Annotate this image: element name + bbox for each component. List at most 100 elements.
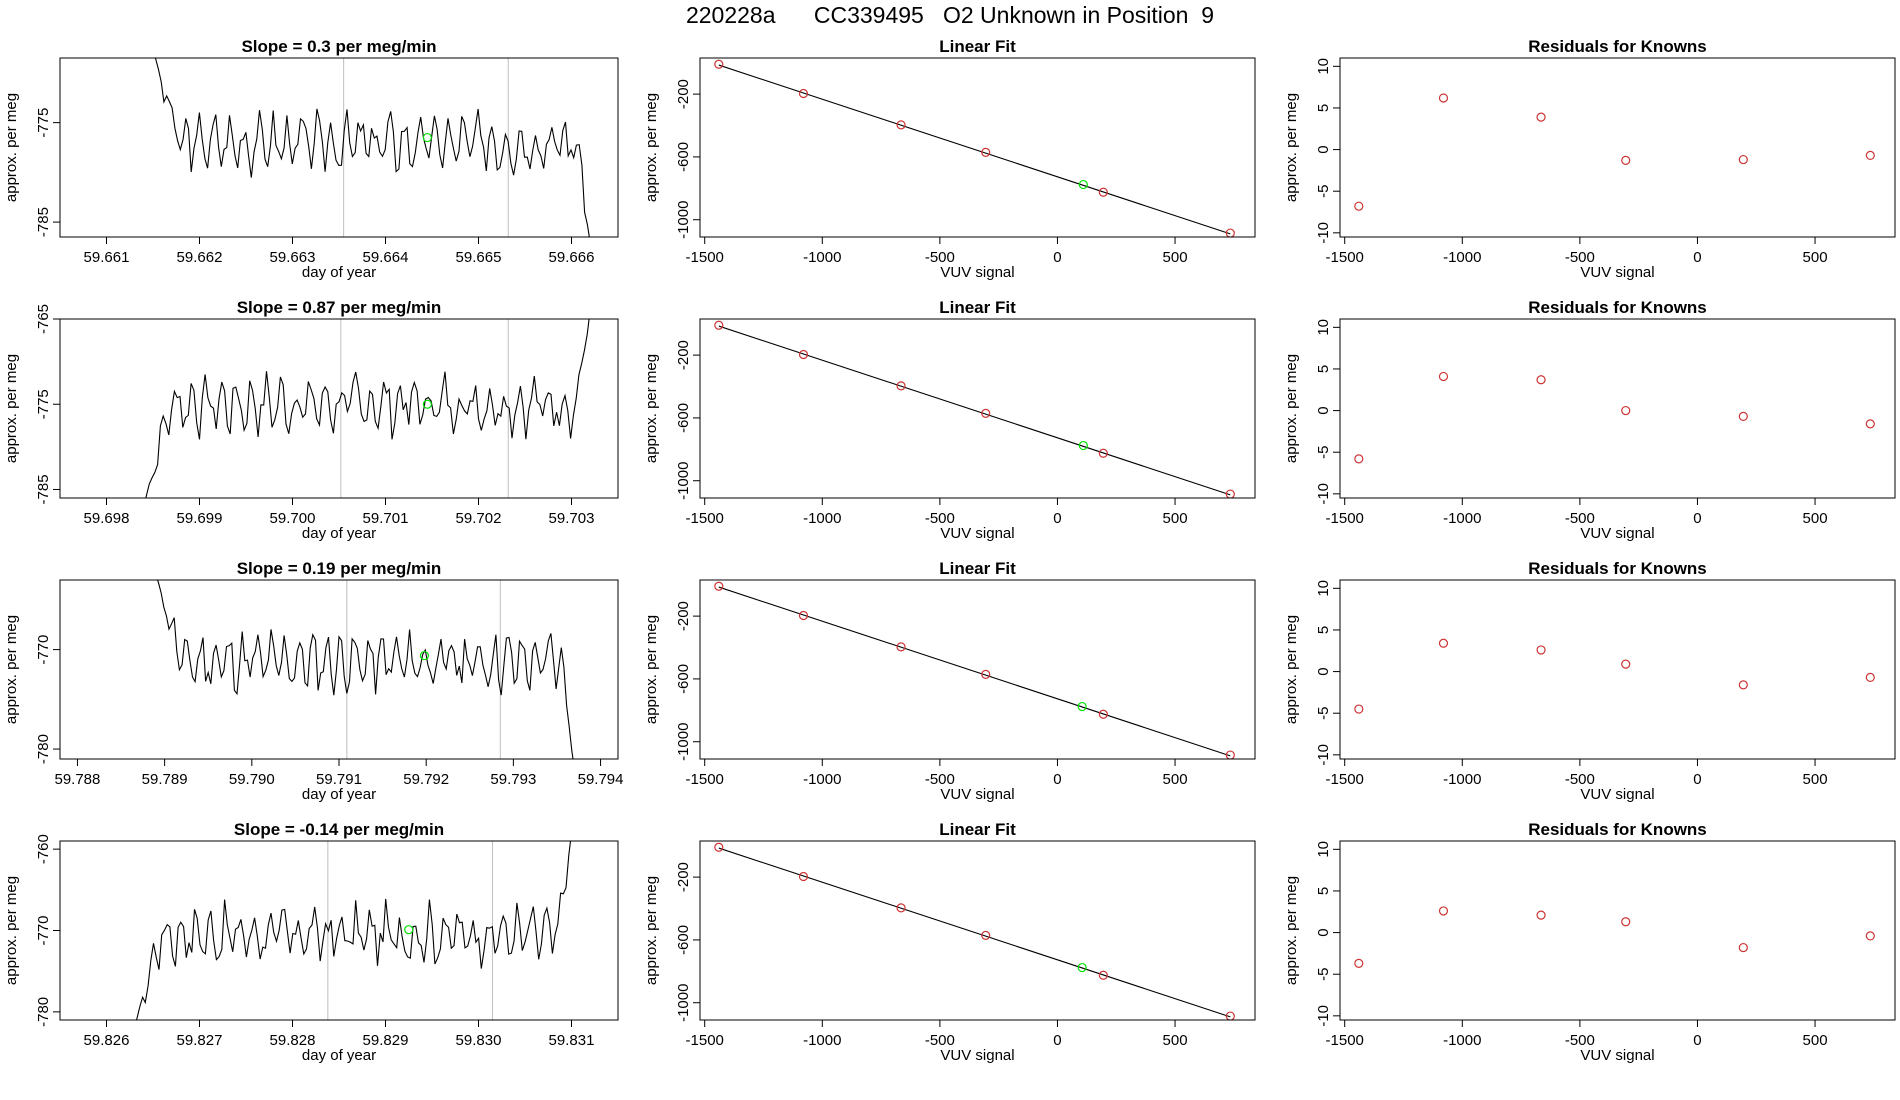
x-tick-label: 59.664 <box>363 249 409 266</box>
x-axis-label: VUV signal <box>940 264 1014 281</box>
y-tick-label: -770 <box>35 915 52 945</box>
residual-point <box>1621 405 1631 416</box>
panel-title: Residuals for Knowns <box>1528 559 1707 578</box>
panel-residuals-row3: Residuals for Knowns -1500 -1000 -500 0 500 VU… <box>1283 559 1896 803</box>
y-axis-label: approx. per meg <box>1283 354 1300 463</box>
x-tick-label: -1000 <box>1443 1032 1481 1049</box>
known-point <box>714 320 724 330</box>
y-tick-label: -600 <box>675 403 692 433</box>
x-axis-label: VUV signal <box>1580 786 1654 803</box>
y-tick-label: -200 <box>675 862 692 892</box>
x-tick-label: 0 <box>1693 510 1701 527</box>
known-point <box>1098 709 1108 719</box>
y-tick-label: -775 <box>35 108 52 138</box>
known-point <box>714 59 724 69</box>
x-tick-label: 59.701 <box>363 510 409 527</box>
residual-point <box>1738 411 1748 422</box>
panel-title: Slope = 0.87 per meg/min <box>237 298 442 317</box>
plot-frame <box>59 318 619 499</box>
plot-frame <box>1339 840 1896 1021</box>
panel-timeseries-row4: Slope = -0.14 per meg/min 59.826 59.827 59.… <box>3 820 619 1064</box>
y-axis-label: approx. per meg <box>1283 876 1300 985</box>
plot-frame <box>1339 318 1896 499</box>
y-tick-label: 5 <box>1315 365 1332 373</box>
known-point <box>1225 1011 1235 1020</box>
x-tick-label: -1500 <box>1326 771 1364 788</box>
y-tick-label: -1000 <box>675 984 692 1022</box>
x-tick-label: 59.829 <box>363 1032 409 1049</box>
residual-point <box>1438 638 1449 648</box>
y-tick-label: -5 <box>1315 185 1332 198</box>
residual-point <box>1438 371 1449 382</box>
fit-line <box>718 325 1231 496</box>
x-tick-label: 59.661 <box>84 249 130 266</box>
plot-frame <box>699 579 1256 760</box>
known-point <box>896 903 906 913</box>
panel-timeseries-row2: Slope = 0.87 per meg/min 59.698 59.699 59.7… <box>3 298 619 542</box>
plot-area <box>156 580 574 759</box>
panel-title: Slope = -0.14 per meg/min <box>234 820 444 839</box>
fit-line <box>718 64 1231 235</box>
x-tick-label: 59.788 <box>54 771 100 788</box>
plot-frame <box>699 318 1256 499</box>
residual-point <box>1865 672 1875 683</box>
y-tick-label: 10 <box>1315 58 1332 75</box>
y-tick-label: -785 <box>35 207 52 237</box>
y-axis-label: approx. per meg <box>3 876 20 985</box>
y-tick-label: -10 <box>1315 744 1332 766</box>
panel-linear_fit-row4: Linear Fit -1500 -1000 -500 0 500 VUV signal -1… <box>643 820 1256 1064</box>
plot-area <box>1354 638 1875 714</box>
x-tick-label: 0 <box>1053 771 1061 788</box>
known-point <box>714 842 724 852</box>
y-tick-label: -5 <box>1315 446 1332 459</box>
y-tick-label: 0 <box>1315 928 1332 936</box>
plot-area <box>1354 93 1875 211</box>
residual-point <box>1738 942 1748 953</box>
x-tick-label: 59.789 <box>142 771 188 788</box>
residual-point <box>1354 704 1364 714</box>
unknown-point <box>422 132 432 143</box>
residual-point <box>1536 375 1546 385</box>
residual-point <box>1536 112 1546 122</box>
plot-area <box>145 319 590 498</box>
panel-title: Slope = 0.3 per meg/min <box>241 37 436 56</box>
x-tick-label: 59.828 <box>270 1032 316 1049</box>
y-axis-label: approx. per meg <box>1283 615 1300 724</box>
x-tick-label: 500 <box>1803 1032 1828 1049</box>
known-point <box>1225 750 1235 759</box>
x-tick-label: 59.699 <box>177 510 223 527</box>
plot-frame <box>59 579 619 760</box>
y-tick-label: -600 <box>675 664 692 694</box>
signal-trace <box>135 841 572 1020</box>
x-tick-label: 59.831 <box>549 1032 595 1049</box>
x-tick-label: -500 <box>1565 771 1595 788</box>
plot-area <box>714 842 1235 1020</box>
plot-area <box>1354 906 1875 968</box>
residual-point <box>1738 680 1748 690</box>
panel-title: Linear Fit <box>939 559 1016 578</box>
x-tick-label: -1000 <box>803 249 841 266</box>
y-tick-label: 10 <box>1315 580 1332 597</box>
signal-trace <box>145 319 590 498</box>
panel-linear_fit-row3: Linear Fit -1500 -1000 -500 0 500 VUV signal -1… <box>643 559 1256 803</box>
known-point <box>798 88 809 99</box>
unknown-point <box>1078 179 1088 190</box>
x-tick-label: 500 <box>1803 771 1828 788</box>
x-tick-label: 500 <box>1163 510 1188 527</box>
residual-point <box>1621 155 1631 166</box>
panel-timeseries-row3: Slope = 0.19 per meg/min 59.788 59.789 59.7… <box>3 559 624 803</box>
panel-residuals-row2: Residuals for Knowns -1500 -1000 -500 0 500 VU… <box>1283 298 1896 542</box>
x-tick-label: 500 <box>1803 249 1828 266</box>
unknown-point <box>1077 962 1087 973</box>
x-tick-label: -500 <box>925 510 955 527</box>
residual-point <box>1354 201 1364 211</box>
x-tick-label: -1500 <box>686 771 724 788</box>
signal-trace <box>156 580 574 759</box>
known-point <box>1225 489 1235 498</box>
y-tick-label: 10 <box>1315 319 1332 336</box>
x-tick-label: 59.703 <box>549 510 595 527</box>
x-tick-label: 59.827 <box>177 1032 223 1049</box>
plot-area <box>714 320 1235 498</box>
x-tick-label: -500 <box>925 249 955 266</box>
x-tick-label: 0 <box>1053 249 1061 266</box>
